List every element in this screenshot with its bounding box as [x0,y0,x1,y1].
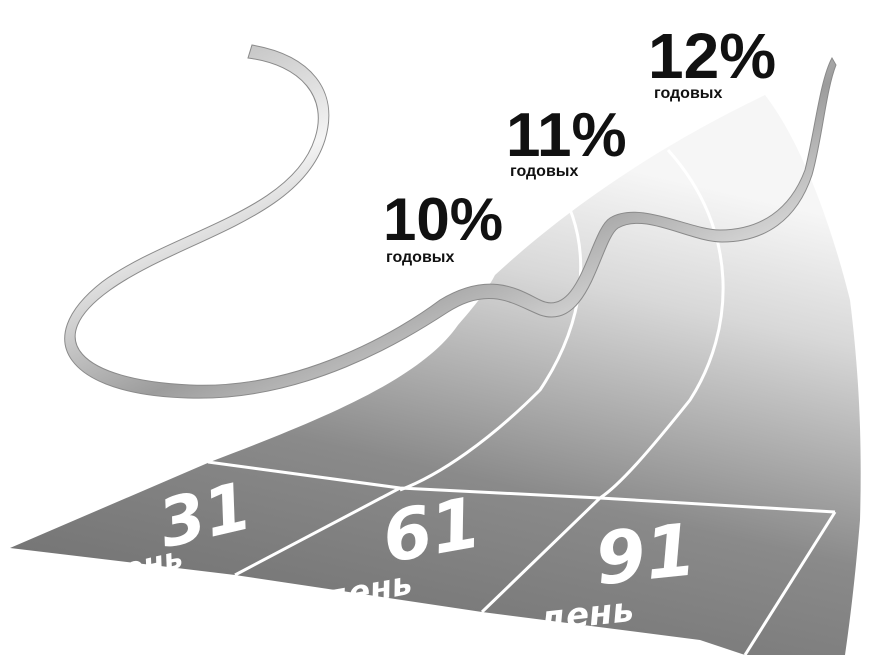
rate-caption: годовых [654,85,722,102]
lane-number: 91 [591,507,699,601]
start-line [207,460,836,514]
lane-separator-1 [234,486,401,577]
track-surface [10,95,861,655]
lane-separator-2 [480,496,602,614]
rate-caption: годовых [510,163,578,180]
rate-label-12: 12% годовых [648,20,776,102]
rate-label-11: 11% годовых [506,101,627,180]
rate-value: 12% [648,20,776,92]
lane-separator-3 [743,511,837,655]
lane-number: 61 [376,481,486,579]
rate-caption: годовых [386,249,454,266]
ribbon [64,44,837,399]
rate-label-10: 10% годовых [383,186,503,266]
lane-line-2 [599,148,725,500]
lane-line-1 [399,179,583,492]
rate-value: 10% [383,186,503,253]
rate-value: 11% [506,101,627,170]
